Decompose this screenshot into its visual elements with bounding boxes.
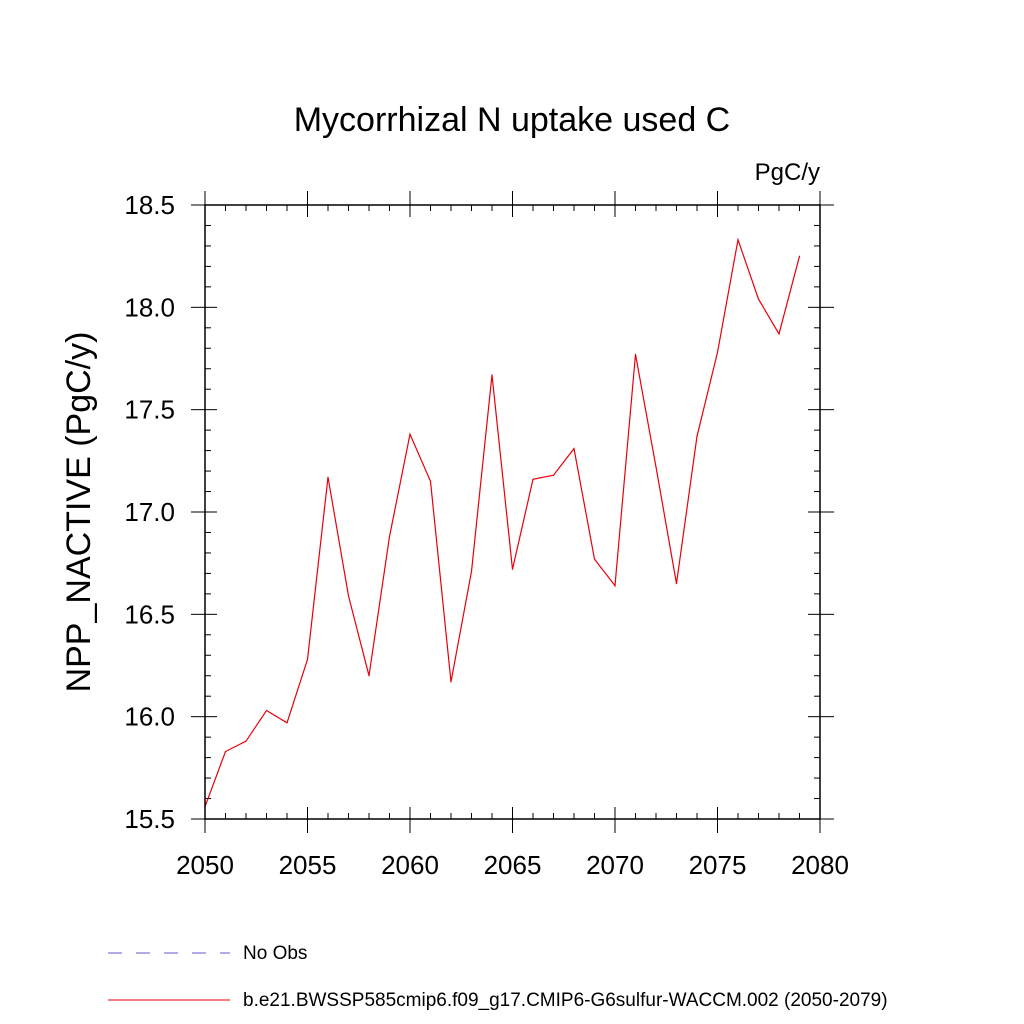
chart-title: Mycorrhizal N uptake used C: [294, 101, 731, 139]
x-tick-label: 2070: [586, 850, 644, 880]
legend-label-no-obs: No Obs: [243, 943, 307, 964]
y-tick-label: 16.5: [124, 599, 175, 629]
data-point: [245, 740, 247, 742]
data-point: [696, 435, 698, 437]
data-point: [409, 433, 411, 435]
x-tick-label: 2060: [381, 850, 439, 880]
legend: No Obs b.e21.BWSSP585cmip6.f09_g17.CMIP6…: [108, 943, 888, 1011]
legend-label-model-run: b.e21.BWSSP585cmip6.f09_g17.CMIP6-G6sulf…: [243, 990, 888, 1011]
y-tick-label: 17.5: [124, 395, 175, 425]
data-point: [470, 570, 473, 572]
data-point: [716, 351, 719, 353]
data-point: [429, 480, 432, 482]
plot-frame: [204, 204, 821, 820]
y-axis-label: NPP_NACTIVE (PgC/y): [60, 332, 98, 693]
data-point: [593, 558, 596, 560]
series-line: [204, 237, 801, 807]
data-point: [491, 374, 493, 376]
data-point: [552, 474, 555, 476]
data-point: [347, 595, 350, 597]
data-point: [757, 298, 760, 300]
x-tick-label: 2050: [176, 850, 234, 880]
data-point: [655, 466, 657, 468]
data-point: [511, 568, 514, 570]
data-point: [306, 658, 309, 660]
y-tick-label: 15.5: [124, 804, 175, 834]
data-point: [327, 476, 329, 478]
x-tick-label: 2055: [279, 850, 337, 880]
data-point: [737, 239, 739, 241]
data-point: [675, 583, 678, 585]
data-point: [224, 750, 227, 753]
data-point: [450, 681, 452, 683]
data-point: [798, 255, 801, 257]
data-point: [265, 709, 268, 712]
x-tick-label: 2075: [689, 850, 747, 880]
data-point: [573, 447, 575, 450]
data-point: [614, 585, 616, 587]
x-tick-label: 2080: [791, 850, 849, 880]
units-label: PgC/y: [755, 159, 820, 186]
series-group: [204, 237, 801, 808]
data-point: [532, 478, 534, 480]
y-tick-label: 16.0: [124, 702, 175, 732]
data-point: [778, 333, 780, 335]
data-point: [286, 722, 288, 724]
y-tick-label: 18.0: [124, 292, 175, 322]
y-tick-label: 18.5: [124, 190, 175, 220]
x-axis: 2050 2055 2060 2065 2070 2075 2080: [176, 191, 849, 880]
y-tick-label: 17.0: [124, 497, 175, 527]
x-tick-label: 2065: [484, 850, 542, 880]
data-point: [634, 353, 637, 356]
y-axis: 15.5 16.0 16.5 17.0 17.5 18.0 18.5: [124, 190, 834, 834]
data-point: [368, 675, 370, 677]
data-point: [388, 535, 391, 538]
